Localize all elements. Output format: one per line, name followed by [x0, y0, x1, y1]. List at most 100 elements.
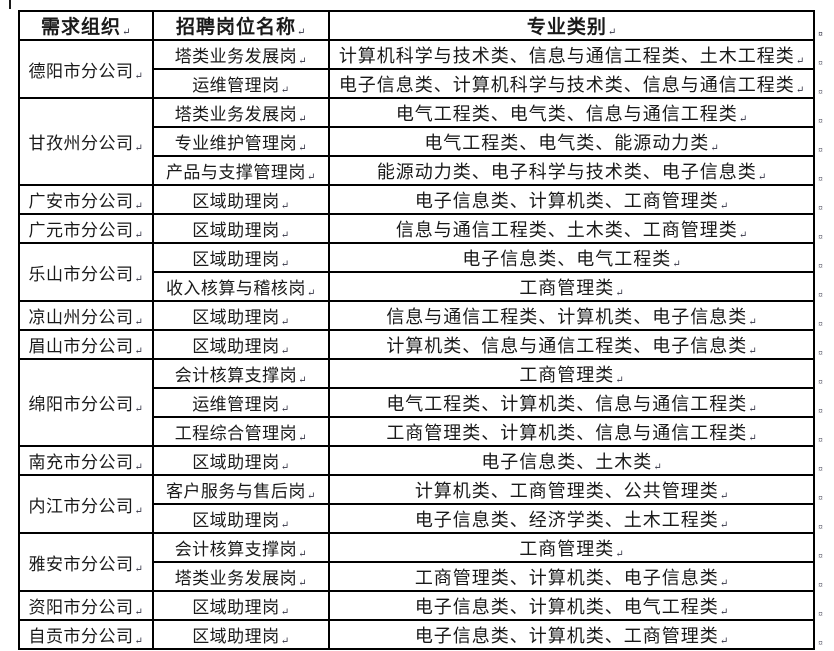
- majors-cell-label: 工商管理类: [519, 277, 615, 298]
- org-cell-label: 自贡市分公司: [28, 627, 134, 646]
- table-row: 自贡市分公司↵ 区域助理岗↵ 电子信息类、计算机类、工商管理类↵ ¤: [18, 619, 833, 650]
- org-cell-label: 德阳市分公司: [28, 61, 134, 81]
- position-cell-label: 区域助理岗: [192, 627, 280, 646]
- org-cell-label: 绵阳市分公司: [28, 395, 134, 414]
- recruitment-table: 需求组织↵ 招聘岗位名称↵ 专业类别↵ ¤ 德阳市分公司↵ 塔类业务发展岗↵ 计算机…: [18, 10, 834, 650]
- org-cell: 绵阳市分公司↵: [18, 358, 154, 447]
- row-end-mark-icon: ¤: [818, 290, 823, 300]
- pilcrow-icon: ↵: [134, 317, 143, 328]
- pilcrow-icon: ↵: [615, 548, 624, 560]
- majors-cell: 电子信息类、电气工程类↵: [327, 242, 816, 273]
- position-cell-label: 会计核算支撑岗: [174, 540, 298, 559]
- majors-cell-label: 电子信息类、计算机类、工商管理类: [414, 625, 719, 646]
- header-org: 需求组织↵: [18, 10, 154, 41]
- majors-cell-label: 电子信息类、电气工程类: [462, 248, 672, 269]
- majors-cell-label: 能源动力类、电子科学与技术类、电子信息类: [376, 161, 757, 182]
- position-cell-label: 收入核算与稽核岗: [165, 279, 306, 298]
- position-cell: 运维管理岗↵: [151, 387, 330, 418]
- org-cell: 甘孜州分公司↵: [18, 97, 154, 186]
- majors-cell-label: 信息与通信工程类、计算机类、电子信息类: [386, 306, 748, 327]
- org-cell: 南充市分公司↵: [18, 445, 154, 476]
- majors-cell-label: 计算机类、信息与通信工程类、电子信息类: [386, 335, 748, 356]
- pilcrow-icon: ↵: [122, 27, 131, 38]
- text-cursor: [9, 0, 11, 9]
- org-cell-label: 眉山市分公司: [28, 337, 134, 356]
- position-cell-label: 区域助理岗: [192, 453, 280, 472]
- pilcrow-icon: ↵: [134, 143, 143, 154]
- pilcrow-icon: ↵: [280, 346, 290, 357]
- position-cell-label: 区域助理岗: [192, 511, 280, 530]
- row-end-mark-icon: ¤: [818, 319, 823, 329]
- majors-cell: 电子信息类、计算机类、工商管理类↵: [327, 619, 816, 650]
- majors-cell-label: 电气工程类、计算机类、信息与通信工程类: [386, 393, 748, 414]
- org-cell-label: 乐山市分公司: [28, 264, 134, 284]
- header-org-label: 需求组织: [41, 17, 122, 38]
- position-cell: 会计核算支撑岗↵: [151, 532, 330, 563]
- majors-cell: 工商管理类、计算机类、电子信息类↵: [327, 561, 816, 592]
- pilcrow-icon: ↵: [298, 375, 307, 386]
- majors-cell: 电气工程类、计算机类、信息与通信工程类↵: [327, 387, 816, 418]
- majors-cell: 电子信息类、计算机类、电气工程类↵: [327, 590, 816, 621]
- row-end-mark-icon: ¤: [818, 551, 823, 561]
- row-end-mark-icon: ¤: [818, 493, 823, 503]
- majors-cell-label: 电子信息类、计算机科学与技术类、信息与通信工程类: [338, 74, 795, 95]
- pilcrow-icon: ↵: [134, 462, 143, 473]
- org-cell-label: 雅安市分公司: [28, 554, 134, 574]
- majors-cell: 信息与通信工程类、土木类、工商管理类↵: [327, 213, 816, 244]
- header-position: 招聘岗位名称↵: [151, 10, 330, 41]
- position-cell: 客户服务与售后岗↵: [151, 474, 330, 505]
- table-row: 眉山市分公司↵ 区域助理岗↵ 计算机类、信息与通信工程类、电子信息类↵ ¤: [18, 329, 833, 360]
- table-row: 区域助理岗↵ 电子信息类、经济学类、土木工程类↵ ¤: [19, 503, 833, 534]
- pilcrow-icon: ↵: [306, 491, 316, 502]
- majors-cell-label: 电气工程类、电气类、能源动力类: [424, 132, 710, 153]
- pilcrow-icon: ↵: [134, 636, 143, 647]
- table-row: 德阳市分公司↵ 塔类业务发展岗↵ 计算机科学与技术类、信息与通信工程类、土木工程类↵…: [18, 39, 833, 99]
- position-cell: 区域助理岗↵: [151, 242, 330, 273]
- pilcrow-icon: ↵: [719, 200, 729, 212]
- org-cell: 凉山州分公司↵: [18, 300, 154, 331]
- table-row: 内江市分公司↵ 客户服务与售后岗↵ 计算机类、工商管理类、公共管理类↵ ¤: [18, 474, 833, 534]
- row-end-mark-icon: ¤: [818, 348, 823, 358]
- pilcrow-icon: ↵: [296, 27, 306, 38]
- table-row: 运维管理岗↵ 电子信息类、计算机科学与技术类、信息与通信工程类↵ ¤: [19, 68, 833, 99]
- position-cell: 塔类业务发展岗↵: [151, 39, 330, 70]
- majors-cell-label: 信息与通信工程类、土木类、工商管理类: [395, 219, 738, 240]
- table-row: 绵阳市分公司↵ 会计核算支撑岗↵ 工商管理类↵ ¤: [18, 358, 833, 447]
- pilcrow-icon: ↵: [298, 549, 307, 560]
- table-row: 塔类业务发展岗↵ 工商管理类、计算机类、电子信息类↵ ¤: [19, 561, 833, 592]
- majors-cell-label: 工商管理类、计算机类、电子信息类: [414, 567, 719, 588]
- pilcrow-icon: ↵: [298, 433, 307, 444]
- row-end-mark-icon: ¤: [818, 232, 823, 242]
- org-cell-label: 内江市分公司: [28, 496, 134, 516]
- position-cell-label: 专业维护管理岗: [174, 134, 298, 153]
- table-row: 广安市分公司↵ 区域助理岗↵ 电子信息类、计算机类、工商管理类↵ ¤: [18, 184, 833, 215]
- pilcrow-icon: ↵: [719, 519, 729, 531]
- pilcrow-icon: ↵: [615, 287, 624, 299]
- pilcrow-icon: ↵: [298, 143, 307, 154]
- pilcrow-icon: ↵: [280, 317, 290, 328]
- majors-cell: 计算机类、工商管理类、公共管理类↵: [327, 474, 816, 505]
- row-end-mark-icon: ¤: [818, 261, 823, 271]
- majors-cell: 计算机类、信息与通信工程类、电子信息类↵: [327, 329, 816, 360]
- org-cell: 自贡市分公司↵: [18, 619, 154, 650]
- table-row: 产品与支撑管理岗↵ 能源动力类、电子科学与技术类、电子信息类↵ ¤: [19, 155, 833, 186]
- pilcrow-icon: ↵: [795, 84, 805, 96]
- table-row: 运维管理岗↵ 电气工程类、计算机类、信息与通信工程类↵ ¤: [19, 387, 833, 418]
- org-cell: 德阳市分公司↵: [18, 39, 154, 99]
- org-cell: 资阳市分公司↵: [18, 590, 154, 621]
- majors-cell: 电子信息类、经济学类、土木工程类↵: [327, 503, 816, 534]
- position-cell-label: 区域助理岗: [192, 337, 280, 356]
- position-cell: 区域助理岗↵: [151, 184, 330, 215]
- position-cell-label: 塔类业务发展岗: [174, 569, 298, 588]
- table-row: 甘孜州分公司↵ 塔类业务发展岗↵ 电气工程类、电气类、信息与通信工程类↵ ¤: [18, 97, 833, 186]
- position-cell-label: 运维管理岗: [192, 395, 280, 414]
- pilcrow-icon: ↵: [795, 55, 805, 67]
- row-end-mark-icon: ¤: [818, 174, 823, 184]
- pilcrow-icon: ↵: [298, 578, 307, 589]
- pilcrow-icon: ↵: [280, 259, 290, 270]
- pilcrow-icon: ↵: [653, 461, 662, 473]
- pilcrow-icon: ↵: [280, 230, 290, 241]
- pilcrow-icon: ↵: [719, 606, 729, 618]
- position-cell-label: 区域助理岗: [192, 598, 280, 617]
- pilcrow-icon: ↵: [134, 230, 143, 241]
